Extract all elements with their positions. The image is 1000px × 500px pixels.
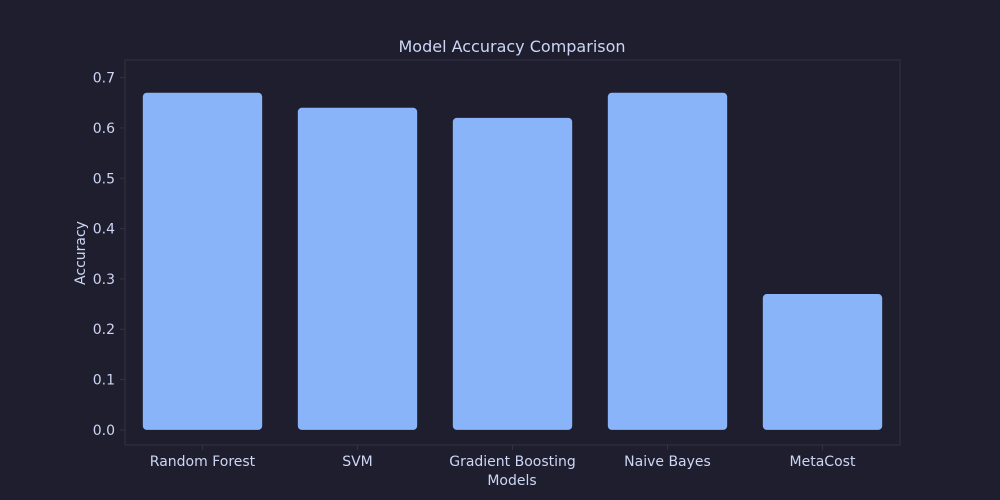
y-tick-label: 0.1 <box>93 373 115 389</box>
y-axis-label: Accuracy <box>73 221 89 285</box>
x-tick-label: Random Forest <box>150 454 256 470</box>
bar-naive-bayes <box>607 92 728 430</box>
bar-gradient-boosting <box>452 117 573 430</box>
x-tick-label: Gradient Boosting <box>449 454 576 470</box>
y-axis-ticks: 0.0 0.1 0.2 0.3 0.4 0.5 0.6 0.7 <box>93 71 125 439</box>
bar-group <box>142 92 883 430</box>
x-tick-label: SVM <box>342 454 373 470</box>
bar-random-forest <box>142 92 263 430</box>
x-axis-label: Models <box>487 473 536 489</box>
x-tick-label: Naive Bayes <box>624 454 711 470</box>
chart-title: Model Accuracy Comparison <box>398 37 625 56</box>
x-tick-label: MetaCost <box>790 454 856 470</box>
y-tick-label: 0.0 <box>93 423 115 439</box>
y-tick-label: 0.6 <box>93 121 115 137</box>
bar-metacost <box>762 294 883 430</box>
x-axis-ticks: Random Forest SVM Gradient Boosting Naive B… <box>150 445 856 470</box>
y-tick-label: 0.2 <box>93 322 115 338</box>
y-tick-label: 0.3 <box>93 272 115 288</box>
y-tick-label: 0.7 <box>93 71 115 87</box>
y-tick-label: 0.4 <box>93 222 115 238</box>
y-tick-label: 0.5 <box>93 171 115 187</box>
bar-svm <box>297 107 418 430</box>
